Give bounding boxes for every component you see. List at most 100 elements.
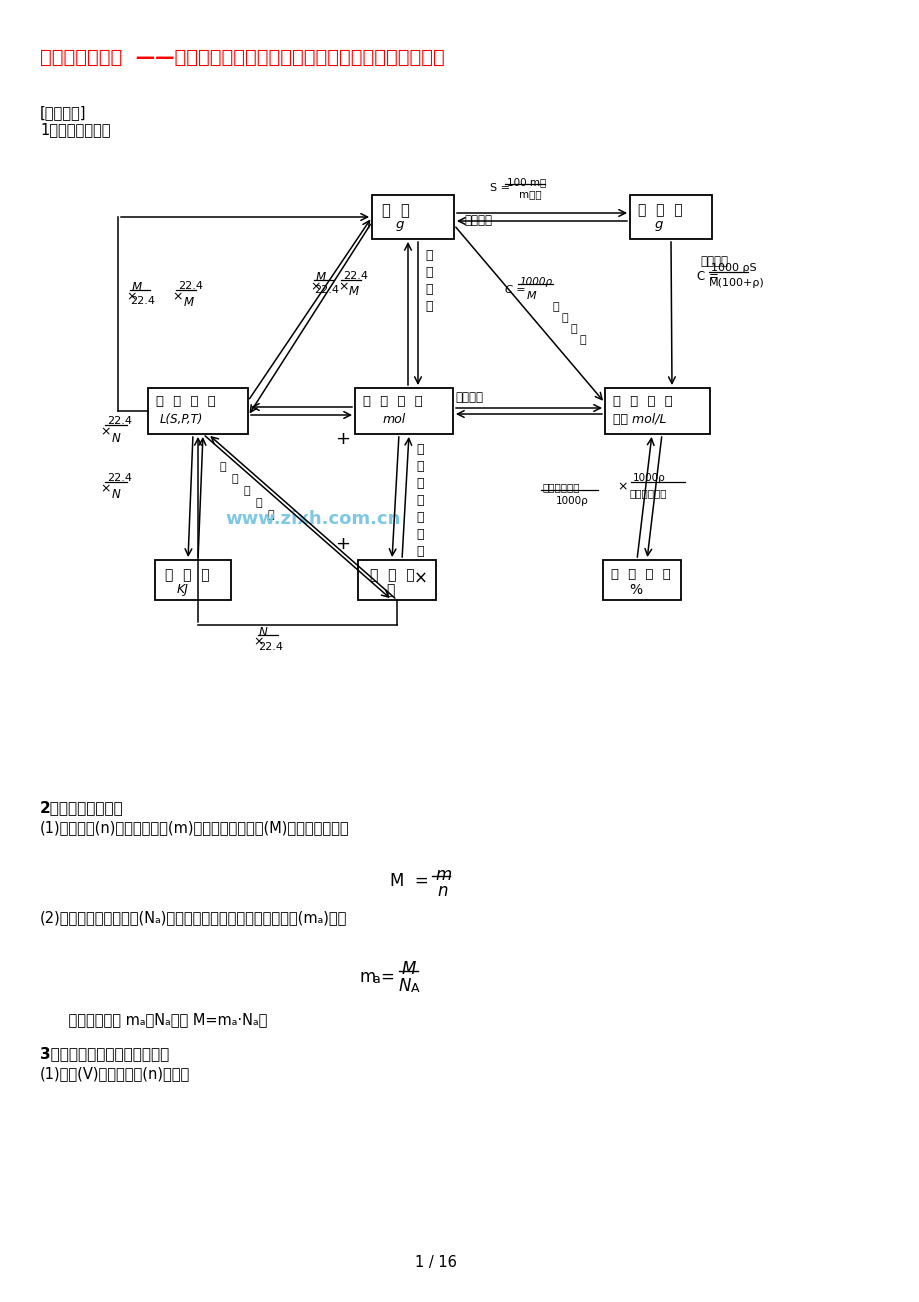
Text: 22.4: 22.4 (313, 285, 338, 296)
Text: 气  体  体  积: 气 体 体 积 (156, 395, 216, 408)
Text: 物  质  的  量: 物 质 的 量 (363, 395, 423, 408)
Text: ×: × (617, 480, 627, 493)
Text: N: N (259, 626, 267, 639)
Text: 22.4: 22.4 (107, 417, 131, 426)
Text: A: A (411, 982, 419, 995)
Text: 率: 率 (267, 510, 275, 519)
Text: 伏: 伏 (415, 460, 423, 473)
Text: 3．标准状况下气体体积的计算: 3．标准状况下气体体积的计算 (40, 1046, 169, 1061)
Text: m: m (435, 866, 450, 884)
Text: 溶质摩尔质量: 溶质摩尔质量 (630, 488, 667, 497)
Text: 阿: 阿 (415, 443, 423, 456)
Text: mol: mol (382, 413, 406, 426)
Text: 德: 德 (415, 493, 423, 506)
Text: 加: 加 (415, 477, 423, 490)
Text: 22.4: 22.4 (257, 642, 283, 652)
Text: 1000ρ: 1000ρ (555, 496, 588, 506)
Text: 22.4: 22.4 (343, 271, 368, 281)
Text: C =: C = (505, 285, 525, 296)
Text: =: = (380, 967, 393, 986)
Text: 质  量  分  数: 质 量 分 数 (610, 568, 670, 581)
Text: ×: × (172, 290, 182, 303)
Text: 1 / 16: 1 / 16 (414, 1255, 457, 1269)
Text: 浓度 mol/L: 浓度 mol/L (612, 413, 665, 426)
Text: (1)物质的量(n)、物质的质量(m)和物质的摩尔质量(M)之间的关系为：: (1)物质的量(n)、物质的质量(m)和物质的摩尔质量(M)之间的关系为： (40, 820, 349, 835)
Text: 1．本章知识网络: 1．本章知识网络 (40, 122, 110, 137)
Text: N: N (112, 432, 120, 445)
Text: 1000 ρS: 1000 ρS (710, 263, 755, 273)
Text: M: M (402, 960, 416, 978)
Text: www.zixh.com.cn: www.zixh.com.cn (225, 510, 400, 529)
Text: 步: 步 (255, 497, 262, 508)
Text: 溶  解  度: 溶 解 度 (637, 203, 682, 217)
Text: N: N (112, 488, 120, 501)
Text: 溶质摩尔质量: 溶质摩尔质量 (542, 482, 580, 492)
Text: 化学计算专题二  ——物质的量、气体摩尔体积、燃烧及关于方程式的计算: 化学计算专题二 ——物质的量、气体摩尔体积、燃烧及关于方程式的计算 (40, 48, 444, 66)
Text: 个: 个 (386, 583, 394, 598)
Text: (1)体积(V)与物质的量(n)的关系: (1)体积(V)与物质的量(n)的关系 (40, 1066, 190, 1081)
Text: 摩: 摩 (552, 302, 559, 312)
Text: 常: 常 (415, 529, 423, 542)
Bar (630, 195, 711, 240)
Text: g: g (654, 217, 663, 230)
Text: [知识指津]: [知识指津] (40, 105, 86, 120)
Text: S =: S = (490, 184, 509, 193)
Text: 摩: 摩 (425, 249, 432, 262)
Text: m溶液: m溶液 (518, 189, 541, 199)
Text: 同: 同 (244, 486, 250, 496)
Text: M  =: M = (390, 872, 428, 891)
Text: 反  应  热: 反 应 热 (165, 568, 210, 582)
Text: M: M (131, 281, 142, 294)
Bar (371, 195, 453, 240)
Text: 尔: 尔 (562, 312, 568, 323)
Text: 1000ρ: 1000ρ (519, 277, 552, 286)
Text: 换算公式: 换算公式 (463, 214, 492, 227)
Bar (355, 388, 452, 434)
Text: a: a (371, 973, 380, 986)
Text: 22.4: 22.4 (107, 473, 131, 483)
Text: 换算公式: 换算公式 (455, 391, 482, 404)
Text: 1000ρ: 1000ρ (632, 473, 665, 483)
Text: 数: 数 (415, 546, 423, 559)
Text: 罗: 罗 (415, 510, 423, 523)
Text: KJ: KJ (176, 583, 188, 596)
Text: m: m (359, 967, 376, 986)
Bar (357, 560, 436, 600)
Text: N: N (399, 976, 411, 995)
Text: ×: × (414, 570, 427, 589)
Text: 物  质  的  量: 物 质 的 量 (612, 395, 672, 408)
Text: 同理，若已知 mₐ、Nₐ，则 M=mₐ·Nₐ。: 同理，若已知 mₐ、Nₐ，则 M=mₐ·Nₐ。 (50, 1012, 267, 1027)
Text: (2)已知阿伏加德罗常数(Nₐ)和摩尔质量，则一个某粒子的质量(mₐ)为：: (2)已知阿伏加德罗常数(Nₐ)和摩尔质量，则一个某粒子的质量(mₐ)为： (40, 910, 347, 924)
Bar (148, 388, 248, 434)
Text: C =: C = (697, 270, 718, 283)
Text: M: M (315, 271, 325, 284)
Text: n: n (437, 881, 447, 900)
Text: +: + (335, 430, 349, 448)
Text: +: + (335, 535, 349, 553)
Text: 分: 分 (571, 324, 577, 335)
Text: ×: × (253, 635, 263, 648)
Text: L(S,P,T): L(S,P,T) (160, 413, 203, 426)
Text: 质  量: 质 量 (381, 203, 409, 217)
Text: 尔: 尔 (425, 266, 432, 279)
Text: 22.4: 22.4 (130, 296, 154, 306)
Text: ×: × (126, 290, 136, 303)
Text: ×: × (337, 280, 348, 293)
Text: 质: 质 (425, 283, 432, 296)
Text: 换算公式: 换算公式 (699, 255, 727, 268)
Text: ×: × (310, 280, 320, 293)
Bar (605, 388, 709, 434)
Text: 解: 解 (232, 474, 238, 484)
Text: 溶: 溶 (220, 462, 226, 473)
Text: 100 m溶: 100 m溶 (506, 177, 546, 187)
Text: 微  粒  数: 微 粒 数 (369, 568, 414, 582)
Text: M: M (184, 296, 194, 309)
Bar (602, 560, 680, 600)
Text: 量: 量 (425, 299, 432, 312)
Text: g: g (395, 217, 404, 230)
Text: %: % (629, 583, 641, 598)
Text: ×: × (100, 482, 110, 495)
Text: M: M (348, 285, 358, 298)
Text: 22.4: 22.4 (177, 281, 203, 292)
Text: ×: × (100, 424, 110, 437)
